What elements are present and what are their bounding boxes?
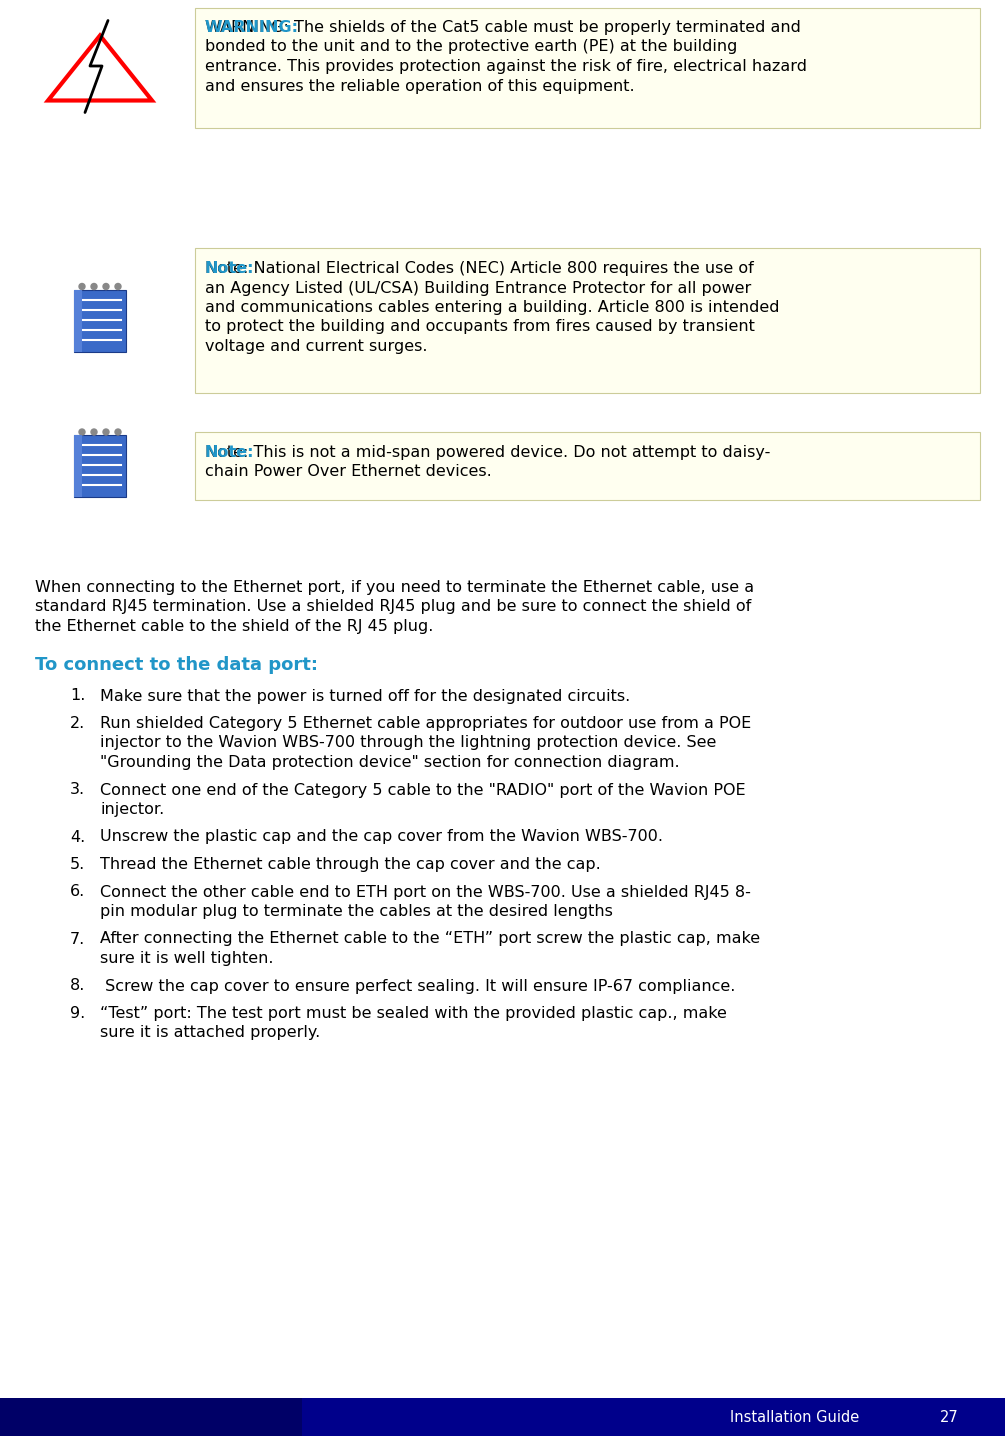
Circle shape — [115, 283, 121, 290]
Text: voltage and current surges.: voltage and current surges. — [205, 339, 427, 355]
Circle shape — [91, 283, 97, 290]
Text: pin modular plug to terminate the cables at the desired lengths: pin modular plug to terminate the cables… — [100, 905, 613, 919]
Circle shape — [79, 429, 85, 435]
Circle shape — [103, 429, 109, 435]
Text: Make sure that the power is turned off for the designated circuits.: Make sure that the power is turned off f… — [100, 688, 630, 704]
Text: 4.: 4. — [70, 830, 85, 844]
Text: “Test” port: The test port must be sealed with the provided plastic cap., make: “Test” port: The test port must be seale… — [100, 1007, 727, 1021]
Text: 5.: 5. — [70, 857, 85, 872]
Text: standard RJ45 termination. Use a shielded RJ45 plug and be sure to connect the s: standard RJ45 termination. Use a shielde… — [35, 599, 752, 615]
Text: When connecting to the Ethernet port, if you need to terminate the Ethernet cabl: When connecting to the Ethernet port, if… — [35, 580, 754, 595]
Text: After connecting the Ethernet cable to the “ETH” port screw the plastic cap, mak: After connecting the Ethernet cable to t… — [100, 932, 760, 946]
Bar — [0, 1399, 1005, 1436]
Bar — [0, 1399, 302, 1436]
Text: Note: This is not a mid-span powered device. Do not attempt to daisy-: Note: This is not a mid-span powered dev… — [205, 445, 771, 460]
Text: Connect the other cable end to ETH port on the WBS-700. Use a shielded RJ45 8-: Connect the other cable end to ETH port … — [100, 885, 751, 899]
Text: bonded to the unit and to the protective earth (PE) at the building: bonded to the unit and to the protective… — [205, 40, 738, 55]
Text: Connect one end of the Category 5 cable to the "RADIO" port of the Wavion POE: Connect one end of the Category 5 cable … — [100, 783, 746, 797]
Text: sure it is well tighten.: sure it is well tighten. — [100, 951, 273, 966]
Text: 9.: 9. — [70, 1007, 85, 1021]
Circle shape — [79, 283, 85, 290]
Text: 8.: 8. — [70, 978, 85, 994]
Text: chain Power Over Ethernet devices.: chain Power Over Ethernet devices. — [205, 464, 491, 480]
Text: Note:: Note: — [205, 445, 254, 460]
Text: an Agency Listed (UL/CSA) Building Entrance Protector for all power: an Agency Listed (UL/CSA) Building Entra… — [205, 280, 752, 296]
Bar — [195, 9, 980, 128]
Text: 6.: 6. — [70, 885, 85, 899]
Text: Run shielded Category 5 Ethernet cable appropriates for outdoor use from a POE: Run shielded Category 5 Ethernet cable a… — [100, 717, 752, 731]
Bar — [74, 290, 82, 352]
Polygon shape — [48, 36, 152, 101]
Text: 3.: 3. — [70, 783, 85, 797]
Text: the Ethernet cable to the shield of the RJ 45 plug.: the Ethernet cable to the shield of the … — [35, 619, 433, 635]
Text: To connect to the data port:: To connect to the data port: — [35, 656, 318, 675]
Text: injector to the Wavion WBS-700 through the lightning protection device. See: injector to the Wavion WBS-700 through t… — [100, 735, 717, 751]
Text: Screw the cap cover to ensure perfect sealing. It will ensure IP-67 compliance.: Screw the cap cover to ensure perfect se… — [100, 978, 736, 994]
Text: Note: National Electrical Codes (NEC) Article 800 requires the use of: Note: National Electrical Codes (NEC) Ar… — [205, 261, 754, 276]
Text: entrance. This provides protection against the risk of fire, electrical hazard: entrance. This provides protection again… — [205, 59, 807, 75]
Circle shape — [91, 429, 97, 435]
Text: and ensures the reliable operation of this equipment.: and ensures the reliable operation of th… — [205, 79, 634, 93]
Text: "Grounding the Data protection device" section for connection diagram.: "Grounding the Data protection device" s… — [100, 755, 679, 770]
Bar — [74, 435, 82, 497]
Circle shape — [115, 429, 121, 435]
Text: Note:: Note: — [205, 261, 254, 276]
Text: Thread the Ethernet cable through the cap cover and the cap.: Thread the Ethernet cable through the ca… — [100, 857, 601, 872]
Text: sure it is attached properly.: sure it is attached properly. — [100, 1025, 321, 1041]
Text: to protect the building and occupants from fires caused by transient: to protect the building and occupants fr… — [205, 319, 755, 335]
Bar — [74, 290, 126, 352]
Text: 7.: 7. — [70, 932, 85, 946]
Text: Unscrew the plastic cap and the cap cover from the Wavion WBS-700.: Unscrew the plastic cap and the cap cove… — [100, 830, 663, 844]
Bar — [195, 432, 980, 500]
Bar — [195, 248, 980, 393]
Bar — [74, 435, 126, 497]
Text: 1.: 1. — [70, 688, 85, 704]
Circle shape — [103, 283, 109, 290]
Text: Installation Guide: Installation Guide — [730, 1410, 859, 1425]
Text: 27: 27 — [940, 1410, 959, 1425]
Text: injector.: injector. — [100, 801, 164, 817]
Text: and communications cables entering a building. Article 800 is intended: and communications cables entering a bui… — [205, 300, 780, 314]
Text: 2.: 2. — [70, 717, 85, 731]
Text: WARNING:: WARNING: — [205, 20, 299, 34]
Text: WARNING: The shields of the Cat5 cable must be properly terminated and: WARNING: The shields of the Cat5 cable m… — [205, 20, 801, 34]
